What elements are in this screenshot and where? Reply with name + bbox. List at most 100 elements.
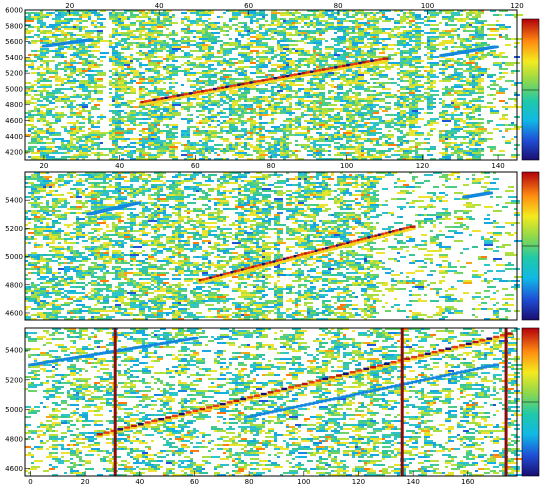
heatmap-cell <box>427 100 433 102</box>
track-halo <box>232 86 240 89</box>
heatmap-cell <box>385 124 391 126</box>
heatmap-cell <box>79 144 88 146</box>
heatmap-cell <box>304 18 310 20</box>
heatmap-cell <box>331 12 334 14</box>
heatmap-cell <box>208 70 214 72</box>
heatmap-cell <box>394 20 403 22</box>
heatmap-cell <box>238 34 247 36</box>
heatmap-cell <box>427 42 430 44</box>
heatmap-cell <box>298 116 301 118</box>
heatmap-cell <box>247 108 256 110</box>
heatmap-cell <box>442 154 445 156</box>
heatmap-cell <box>346 46 355 48</box>
heatmap-cell <box>229 70 238 72</box>
heatmap-cell <box>46 78 49 80</box>
heatmap-cell <box>154 80 157 82</box>
heatmap-cell <box>196 96 199 98</box>
heatmap-cell <box>265 52 274 54</box>
heatmap-cell <box>472 56 481 58</box>
track-segment <box>317 69 324 72</box>
heatmap-cell <box>196 150 202 152</box>
heatmap-cell <box>211 28 217 30</box>
track-segment <box>374 58 381 62</box>
track-segment <box>241 82 248 86</box>
heatmap-cell <box>121 90 127 92</box>
heatmap-cell <box>424 124 427 126</box>
heatmap-cell <box>250 128 256 130</box>
heatmap-cell <box>145 38 154 40</box>
track-halo <box>151 101 159 104</box>
heatmap-cell <box>190 24 193 26</box>
heatmap-cell <box>259 36 262 38</box>
heatmap-cell <box>307 122 316 124</box>
heatmap-cell <box>358 48 361 50</box>
heatmap-cell <box>430 76 439 78</box>
heatmap-cell <box>142 128 148 130</box>
heatmap-cell <box>430 68 433 70</box>
heatmap-cell <box>202 106 208 108</box>
heatmap-cell <box>127 30 133 32</box>
heatmap-cell <box>244 88 253 90</box>
heatmap-cell <box>364 16 367 18</box>
heatmap-cell <box>370 126 376 128</box>
heatmap-cell <box>172 142 181 144</box>
heatmap-cell <box>196 152 205 154</box>
heatmap-cell <box>115 126 121 128</box>
heatmap-cell <box>454 144 460 146</box>
heatmap-cell <box>82 14 91 16</box>
heatmap-cell <box>286 54 289 56</box>
heatmap-cell <box>166 126 169 128</box>
heatmap-cell <box>475 144 481 146</box>
heatmap-cell <box>289 82 295 84</box>
heatmap-cell <box>346 114 355 116</box>
heatmap-cell <box>334 120 340 122</box>
heatmap-cell <box>247 10 256 12</box>
y-tick-label: 5000 <box>5 85 23 93</box>
heatmap-cell <box>154 112 157 114</box>
heatmap-cell <box>295 94 298 96</box>
heatmap-cell <box>331 38 340 40</box>
track-halo <box>139 103 147 106</box>
heatmap-cell <box>361 112 367 114</box>
heatmap-cell <box>499 76 505 78</box>
heatmap-cell <box>472 60 475 62</box>
heatmap-cell <box>121 52 124 54</box>
heatmap-cell <box>241 128 247 130</box>
heatmap-cell <box>283 30 286 32</box>
heatmap-cell <box>154 124 157 126</box>
heatmap-cell <box>154 68 157 70</box>
track-halo <box>353 65 361 68</box>
heatmap-cell <box>196 36 205 38</box>
heatmap-cell <box>349 38 352 40</box>
heatmap-cell <box>415 36 421 38</box>
heatmap-cell <box>448 66 454 68</box>
heatmap-cell <box>49 70 58 72</box>
heatmap-cell <box>208 36 214 38</box>
heatmap-cell <box>328 54 334 56</box>
heatmap-cell <box>247 136 253 138</box>
track-segment <box>330 66 337 70</box>
heatmap-cell <box>172 114 181 116</box>
heatmap-cell <box>505 142 511 144</box>
heatmap-cell <box>355 152 364 154</box>
heatmap-cell <box>385 18 394 20</box>
heatmap-cell <box>319 102 322 104</box>
heatmap-cell <box>367 28 370 30</box>
heatmap-cell <box>145 68 154 70</box>
heatmap-cell <box>259 58 268 60</box>
heatmap-cell <box>256 76 265 78</box>
heatmap-cell <box>91 74 100 76</box>
heatmap-cell <box>85 94 91 96</box>
heatmap-cell <box>25 24 31 26</box>
track-segment <box>225 85 232 89</box>
heatmap-cell <box>289 44 298 46</box>
heatmap-cell <box>370 26 379 28</box>
heatmap-cell <box>280 52 286 54</box>
heatmap-cell <box>115 74 118 76</box>
heatmap-cell <box>400 142 403 144</box>
heatmap-cell <box>100 60 103 62</box>
heatmap-cell <box>199 140 202 142</box>
heatmap-cell <box>229 122 238 124</box>
heatmap-cell <box>208 78 211 80</box>
heatmap-cell <box>415 68 418 70</box>
